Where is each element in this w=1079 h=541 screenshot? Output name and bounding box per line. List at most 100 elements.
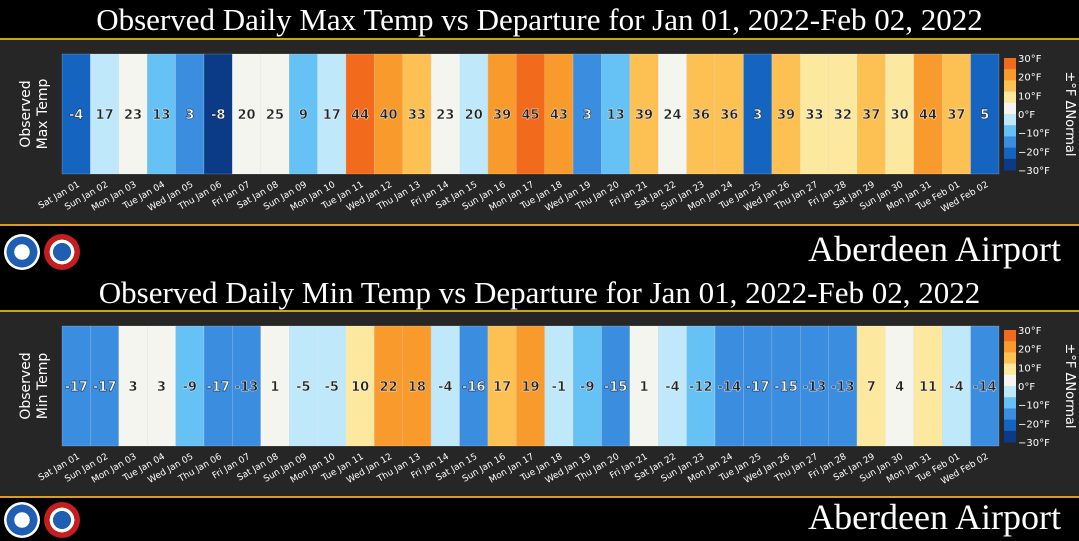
cell-value-label: -15 bbox=[774, 380, 798, 395]
cell-value-label: 43 bbox=[550, 108, 568, 123]
cell-value-label: 25 bbox=[266, 108, 284, 123]
cell-value-label: -4 bbox=[438, 380, 452, 395]
cell-value-label: -9 bbox=[183, 380, 197, 395]
cell-value-label: -13 bbox=[235, 380, 259, 395]
cell-value-label: -17 bbox=[64, 380, 88, 395]
cell-value-label: -16 bbox=[462, 380, 486, 395]
cell-value-label: 1 bbox=[640, 380, 649, 395]
nws-logo-icon bbox=[44, 502, 80, 538]
colorbar-segment bbox=[1004, 330, 1016, 342]
cell-value-label: 37 bbox=[862, 108, 880, 123]
cell-value-label: -5 bbox=[325, 380, 339, 395]
heatmap-cell bbox=[288, 53, 318, 175]
heatmap-cell bbox=[941, 53, 971, 175]
colorbar-segment bbox=[1004, 430, 1016, 443]
colorbar-tick-label: −30°F bbox=[1018, 438, 1050, 449]
cell-value-label: 19 bbox=[521, 380, 539, 395]
heatmap-cell bbox=[970, 53, 1000, 175]
heatmap-cell bbox=[970, 325, 1000, 447]
heatmap-cell bbox=[516, 325, 545, 447]
colorbar-segment bbox=[1004, 158, 1016, 171]
cell-value-label: 3 bbox=[128, 380, 137, 395]
heatmap-cell bbox=[686, 53, 716, 175]
colorbar-segment bbox=[1004, 386, 1016, 398]
heatmap-cell bbox=[885, 53, 915, 175]
colorbar-segment bbox=[1004, 69, 1016, 81]
colorbar-tick-label: 30°F bbox=[1018, 54, 1042, 65]
heatmap-cell bbox=[856, 325, 886, 447]
cell-value-label: 4 bbox=[895, 380, 904, 395]
cell-value-label: 36 bbox=[720, 108, 738, 123]
cell-value-label: -4 bbox=[665, 380, 679, 395]
cell-value-label: 10 bbox=[351, 380, 369, 395]
heatmap-cell bbox=[232, 325, 262, 447]
noaa-logo-icon bbox=[4, 234, 40, 270]
heatmap-cell bbox=[459, 53, 489, 175]
colorbar-tick-label: 0°F bbox=[1018, 382, 1035, 393]
heatmap-cell bbox=[601, 325, 631, 447]
cell-value-label: -14 bbox=[973, 380, 997, 395]
cell-value-label: -1 bbox=[552, 380, 566, 395]
heatmap-cell bbox=[885, 325, 915, 447]
heatmap-cell bbox=[203, 325, 233, 447]
colorbar-tick-label: −10°F bbox=[1018, 129, 1050, 140]
colorbar-tick-label: −20°F bbox=[1018, 147, 1050, 158]
heatmap-cell bbox=[232, 53, 262, 175]
cell-value-label: 9 bbox=[299, 108, 308, 123]
heatmap-cell bbox=[629, 53, 659, 175]
cell-value-label: 20 bbox=[465, 108, 483, 123]
colorbar-tick-label: 20°F bbox=[1018, 345, 1042, 356]
heatmap-cell bbox=[487, 325, 517, 447]
colorbar-tick-label: 30°F bbox=[1018, 326, 1042, 337]
colorbar-segment bbox=[1004, 147, 1016, 160]
cell-value-label: -13 bbox=[831, 380, 855, 395]
heatmap-cell bbox=[658, 53, 687, 175]
cell-value-label: 17 bbox=[323, 108, 341, 123]
ylabel-line2: Min Temp bbox=[35, 353, 51, 420]
cell-value-label: 3 bbox=[753, 108, 762, 123]
cell-value-label: 44 bbox=[919, 108, 937, 123]
heatmap-cell bbox=[487, 53, 517, 175]
cell-value-label: -12 bbox=[689, 380, 713, 395]
heatmap-cell bbox=[544, 53, 574, 175]
colorbar-segment bbox=[1004, 374, 1016, 387]
cell-value-label: 39 bbox=[493, 108, 511, 123]
cell-value-label: 45 bbox=[521, 108, 539, 123]
colorbar-tick-label: −20°F bbox=[1018, 419, 1050, 430]
heatmap-cell bbox=[572, 53, 602, 175]
colorbar-segment bbox=[1004, 91, 1016, 104]
colorbar-segment bbox=[1004, 80, 1016, 93]
heatmap-cell bbox=[913, 325, 943, 447]
heatmap-cell bbox=[430, 325, 460, 447]
colorbar-segment bbox=[1004, 114, 1016, 126]
colorbar-segment bbox=[1004, 125, 1016, 137]
cell-value-label: 3 bbox=[583, 108, 592, 123]
cell-value-label: -17 bbox=[93, 380, 117, 395]
heatmap-cell bbox=[203, 53, 233, 175]
heatmap-cell bbox=[260, 53, 290, 175]
cell-value-label: 3 bbox=[185, 108, 194, 123]
heatmap-cell bbox=[90, 53, 120, 175]
cell-value-label: -8 bbox=[211, 108, 225, 123]
heatmap-cell bbox=[146, 325, 176, 447]
colorbar-segment bbox=[1004, 419, 1016, 432]
panel-1-title: Observed Daily Max Temp vs Departure for… bbox=[0, 0, 1079, 40]
colorbar-tick-label: −10°F bbox=[1018, 401, 1050, 412]
cell-value-label: 23 bbox=[124, 108, 142, 123]
heatmap-cell bbox=[459, 325, 489, 447]
cell-value-label: 13 bbox=[607, 108, 625, 123]
heatmap-cell bbox=[146, 53, 176, 175]
station-name: Aberdeen Airport bbox=[808, 229, 1061, 269]
heatmap-cell bbox=[61, 53, 91, 175]
cell-value-label: -4 bbox=[69, 108, 83, 123]
ylabel-line1: Observed bbox=[18, 352, 34, 419]
colorbar-segment bbox=[1004, 102, 1016, 115]
heatmap-cell bbox=[288, 325, 318, 447]
heatmap-cell bbox=[544, 325, 574, 447]
cell-value-label: -5 bbox=[296, 380, 310, 395]
cell-value-label: 36 bbox=[692, 108, 710, 123]
panel-1-footer: Aberdeen Airport bbox=[0, 224, 1079, 284]
cell-value-label: 22 bbox=[379, 380, 397, 395]
